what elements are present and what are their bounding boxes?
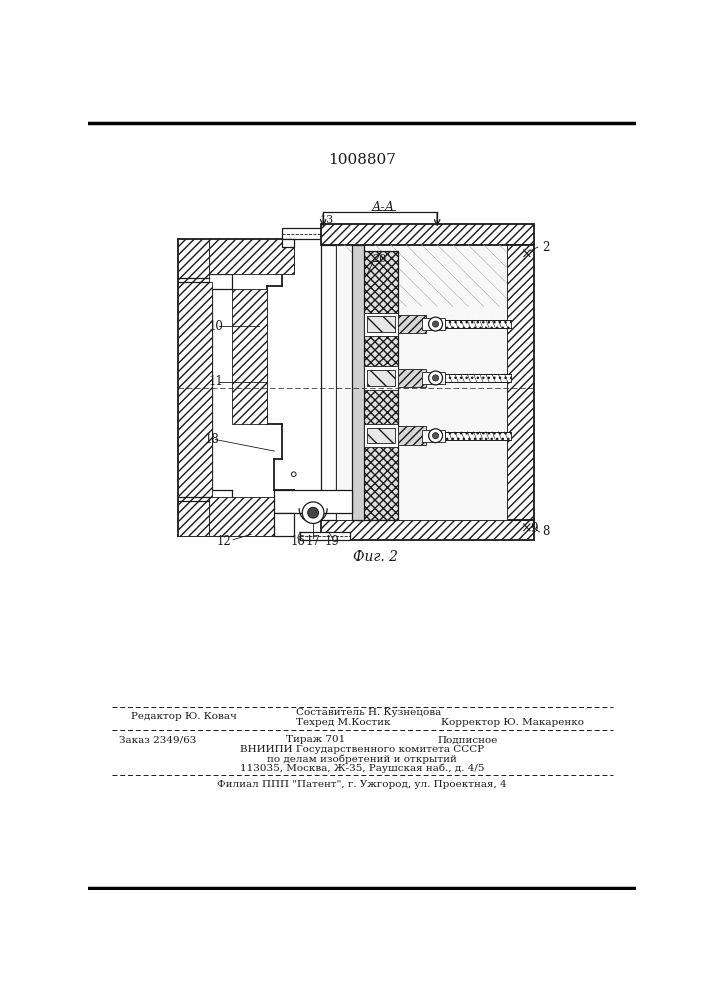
Text: 20: 20 <box>372 254 386 264</box>
Text: Подписное: Подписное <box>437 735 498 744</box>
Bar <box>321 224 534 245</box>
Text: 13: 13 <box>320 215 334 225</box>
Bar <box>352 245 363 520</box>
Text: 18: 18 <box>204 433 219 446</box>
Text: ×: × <box>520 248 532 262</box>
Circle shape <box>428 371 443 385</box>
Text: Составитель Н. Кузнецова: Составитель Н. Кузнецова <box>296 708 441 717</box>
Text: А-А: А-А <box>371 201 395 214</box>
Bar <box>209 239 293 274</box>
Bar <box>321 245 337 520</box>
Bar <box>445 320 510 328</box>
Text: Корректор Ю. Макаренко: Корректор Ю. Макаренко <box>441 718 584 727</box>
Text: 113035, Москва, Ж-35, Раушская наб., д. 4/5: 113035, Москва, Ж-35, Раушская наб., д. … <box>240 764 484 773</box>
Text: Филиал ППП "Патент", г. Ужгород, ул. Проектная, 4: Филиал ППП "Патент", г. Ужгород, ул. Про… <box>217 780 507 789</box>
Bar <box>177 497 209 536</box>
Bar <box>356 251 398 520</box>
Bar <box>232 289 267 424</box>
Bar <box>368 428 395 443</box>
Circle shape <box>303 502 324 523</box>
Bar <box>395 369 426 387</box>
Bar <box>421 372 445 384</box>
Bar <box>363 312 398 336</box>
Bar <box>363 424 398 447</box>
Bar <box>337 245 507 520</box>
Bar <box>209 497 293 536</box>
Circle shape <box>428 429 443 443</box>
Text: ×: × <box>520 521 532 535</box>
Circle shape <box>433 433 438 439</box>
Circle shape <box>433 321 438 327</box>
Text: Фиг. 2: Фиг. 2 <box>353 550 397 564</box>
Bar <box>274 490 352 513</box>
Bar <box>507 245 534 520</box>
Text: 10: 10 <box>209 320 223 333</box>
Bar <box>363 366 398 389</box>
Bar <box>421 318 445 330</box>
Text: 8: 8 <box>542 525 549 538</box>
Text: по делам изобретений и открытий: по делам изобретений и открытий <box>267 754 457 764</box>
Bar <box>274 513 293 536</box>
Text: ВНИИПИ Государственного комитета СССР: ВНИИПИ Государственного комитета СССР <box>240 745 484 754</box>
Text: Тираж 701: Тираж 701 <box>286 735 345 744</box>
Bar <box>368 370 395 386</box>
Text: 9: 9 <box>530 522 538 535</box>
Bar <box>445 374 510 382</box>
Text: Заказ 2349/63: Заказ 2349/63 <box>119 735 197 744</box>
Bar <box>421 430 445 442</box>
Bar <box>177 282 212 497</box>
Bar <box>300 532 351 540</box>
Text: Редактор Ю. Ковач: Редактор Ю. Ковач <box>131 712 237 721</box>
Bar <box>177 239 209 282</box>
Text: 12: 12 <box>216 535 231 548</box>
Bar <box>395 426 426 445</box>
Bar <box>368 316 395 332</box>
Text: 2: 2 <box>542 241 549 254</box>
Text: 1008807: 1008807 <box>328 153 396 167</box>
Text: 19: 19 <box>325 535 340 548</box>
Bar <box>395 315 426 333</box>
Text: 11: 11 <box>209 375 223 388</box>
Bar <box>445 432 510 440</box>
Text: 17: 17 <box>305 535 320 548</box>
Bar <box>282 228 325 239</box>
Circle shape <box>428 317 443 331</box>
Text: 16: 16 <box>290 535 305 548</box>
Text: Техред М.Костик: Техред М.Костик <box>296 718 390 727</box>
Bar <box>321 520 534 540</box>
Circle shape <box>433 375 438 381</box>
Circle shape <box>291 472 296 477</box>
Circle shape <box>308 507 319 518</box>
Bar <box>282 239 293 247</box>
